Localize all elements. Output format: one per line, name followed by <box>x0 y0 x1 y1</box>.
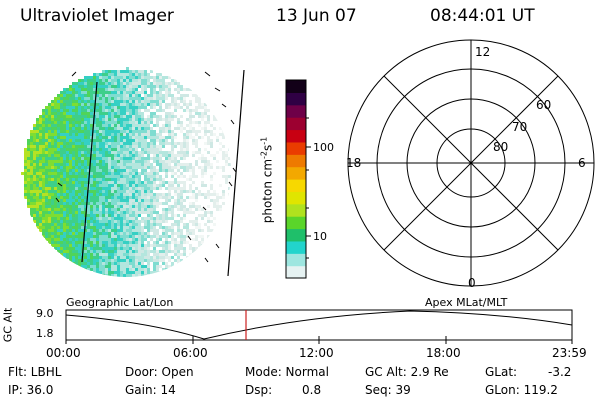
meridian-line <box>81 81 98 263</box>
time-label: 08:44:01 UT <box>430 6 535 26</box>
auroral-image <box>21 67 231 277</box>
instrument-title: Ultraviolet Imager <box>20 6 174 26</box>
colorbar-tick-10: 10 <box>313 230 327 243</box>
polar-label-6: 6 <box>578 156 586 170</box>
grid-dashes <box>55 71 237 263</box>
date-label: 13 Jun 07 <box>276 6 357 26</box>
polar-label-12: 12 <box>475 45 491 59</box>
colorbar-segment <box>286 129 306 143</box>
colorbar-segment <box>286 203 306 217</box>
glat-label: GLat: <box>485 365 518 379</box>
gc-alt-info: GC Alt: 2.9 Re <box>365 365 449 379</box>
apex-title: Apex MLat/MLT <box>425 296 508 309</box>
polar-label-80: 80 <box>493 140 509 154</box>
ip-info: IP: 36.0 <box>8 383 54 397</box>
glat-value: -3.2 <box>548 365 572 379</box>
color-scale-bar <box>286 80 306 279</box>
filter-info: Flt: LBHL <box>8 365 62 379</box>
colorbar-segment <box>286 166 306 180</box>
colorbar-segment <box>286 265 306 279</box>
colorbar-segment <box>286 179 306 192</box>
colorbar-segment <box>286 80 306 93</box>
colorbar-segment <box>286 92 306 106</box>
polar-plot <box>347 39 595 287</box>
colorbar-segment <box>286 228 306 242</box>
time-tick-3: 18:00 <box>426 346 461 360</box>
terminator-line <box>227 69 245 277</box>
colorbar-segment <box>286 191 306 205</box>
colorbar-segment <box>286 117 306 131</box>
altitude-ylabel: GC Alt <box>1 307 15 343</box>
altitude-ymax: 9.0 <box>36 307 54 320</box>
colorbar-segment <box>286 216 306 230</box>
gain-info: Gain: 14 <box>125 383 176 397</box>
polar-label-70: 70 <box>512 120 528 134</box>
glon-info: GLon: 119.2 <box>485 383 558 397</box>
colorbar-segment <box>286 154 306 168</box>
dsp-value: 0.8 <box>302 383 322 397</box>
time-tick-0: 00:00 <box>46 346 81 360</box>
colorbar-tick-100: 100 <box>313 141 334 154</box>
colorbar-segment <box>286 253 306 267</box>
altitude-ymin: 1.8 <box>36 327 54 340</box>
polar-label-0: 0 <box>468 276 476 290</box>
time-tick-4: 23:59 <box>552 346 587 360</box>
colorbar-unit-label: photon cm-2s-1 <box>259 136 275 224</box>
polar-label-60: 60 <box>536 98 552 112</box>
colorbar-segment <box>286 240 306 254</box>
time-tick-1: 06:00 <box>173 346 208 360</box>
dsp-label: Dsp: <box>245 383 273 397</box>
altitude-plot <box>65 309 573 344</box>
mode-info: Mode: Normal <box>245 365 329 379</box>
colorbar-ticks <box>306 117 311 259</box>
colorbar-segment <box>286 141 306 155</box>
seq-info: Seq: 39 <box>365 383 411 397</box>
geographic-title: Geographic Lat/Lon <box>66 296 174 309</box>
polar-label-18: 18 <box>346 156 362 170</box>
colorbar-segment <box>286 104 306 118</box>
door-info: Door: Open <box>125 365 194 379</box>
time-tick-2: 12:00 <box>299 346 334 360</box>
